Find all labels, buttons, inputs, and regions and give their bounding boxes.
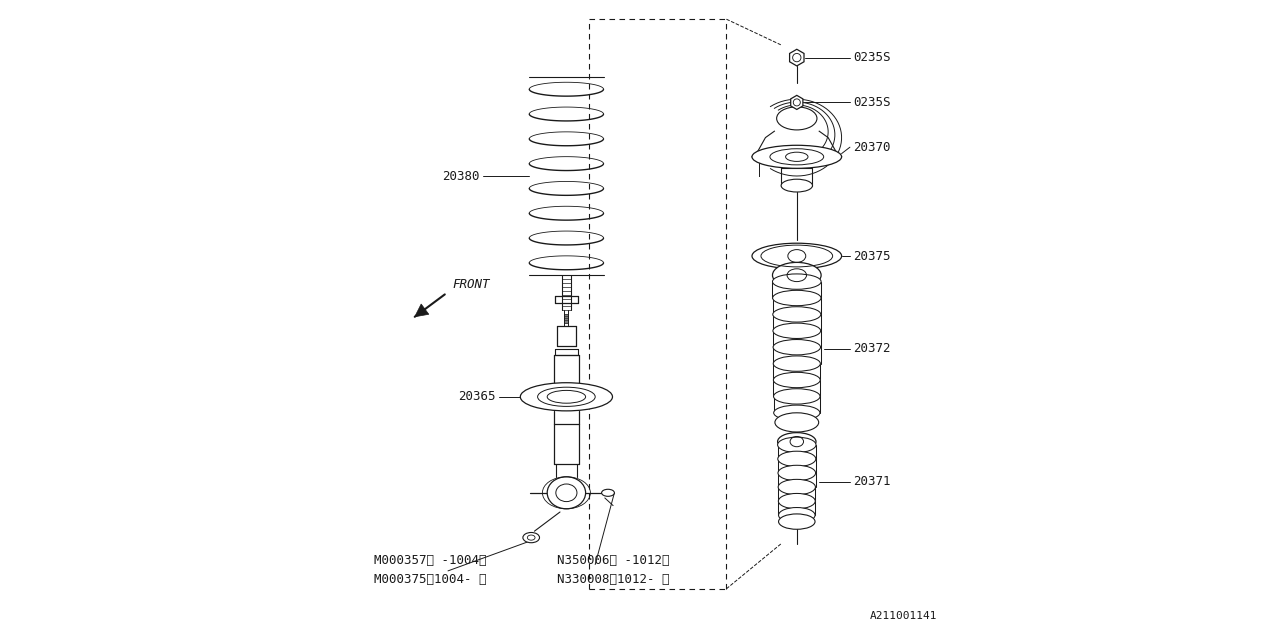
Text: 20371: 20371	[854, 475, 891, 488]
Ellipse shape	[777, 107, 817, 130]
Text: N350006〈 -1012〉: N350006〈 -1012〉	[557, 554, 669, 566]
Polygon shape	[415, 304, 429, 317]
Text: 0235S: 0235S	[854, 96, 891, 109]
Polygon shape	[790, 49, 804, 66]
Ellipse shape	[753, 243, 842, 269]
Ellipse shape	[778, 493, 815, 509]
Ellipse shape	[777, 437, 817, 452]
Circle shape	[792, 54, 801, 61]
Ellipse shape	[773, 388, 820, 404]
Ellipse shape	[786, 152, 808, 161]
Ellipse shape	[548, 390, 586, 403]
Ellipse shape	[773, 372, 820, 388]
Ellipse shape	[778, 465, 815, 481]
Ellipse shape	[778, 451, 815, 467]
Text: 20370: 20370	[854, 141, 891, 154]
Text: M000357〈 -1004〉: M000357〈 -1004〉	[374, 554, 486, 566]
Text: 20365: 20365	[458, 390, 497, 403]
Text: FRONT: FRONT	[453, 278, 490, 291]
Ellipse shape	[778, 479, 815, 495]
Text: 20375: 20375	[854, 250, 891, 262]
Text: A211001141: A211001141	[870, 611, 937, 621]
Ellipse shape	[773, 356, 820, 371]
Ellipse shape	[774, 413, 819, 432]
Ellipse shape	[548, 477, 586, 509]
Ellipse shape	[777, 433, 817, 451]
Text: 0235S: 0235S	[854, 51, 891, 64]
Ellipse shape	[778, 514, 815, 529]
Ellipse shape	[773, 307, 820, 322]
Ellipse shape	[602, 489, 614, 497]
Ellipse shape	[753, 145, 842, 168]
Circle shape	[794, 99, 800, 106]
Ellipse shape	[524, 532, 540, 543]
Text: N330008〈1012- 〉: N330008〈1012- 〉	[557, 573, 669, 586]
Text: 20380: 20380	[443, 170, 480, 182]
Ellipse shape	[520, 383, 613, 411]
Ellipse shape	[772, 274, 822, 289]
Ellipse shape	[773, 323, 820, 339]
Ellipse shape	[772, 262, 822, 288]
Text: M000375〈1004- 〉: M000375〈1004- 〉	[374, 573, 486, 586]
Ellipse shape	[773, 291, 820, 306]
Ellipse shape	[773, 339, 820, 355]
Ellipse shape	[781, 179, 813, 192]
Polygon shape	[791, 95, 803, 109]
Ellipse shape	[773, 405, 820, 420]
Text: 20372: 20372	[854, 342, 891, 355]
Ellipse shape	[778, 508, 815, 523]
